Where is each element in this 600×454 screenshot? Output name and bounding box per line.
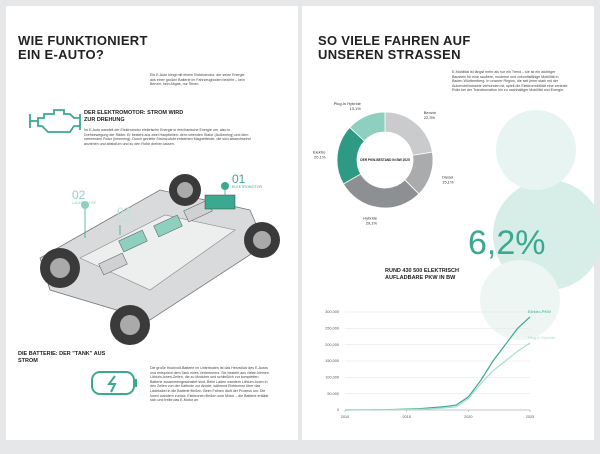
x-tick-label: 2015 [402, 415, 410, 419]
y-tick-label: 150,000 [325, 359, 339, 363]
battery-heading: DIE BATTERIE: DER "TANK" AUS STROM [18, 351, 106, 364]
label-number: 02 [72, 188, 86, 202]
label-text: ELEKTROMOTOR [232, 185, 263, 189]
donut-value: 22,3% [424, 115, 436, 120]
line-series [344, 342, 531, 411]
label-text: LADEBUCHSE [72, 201, 97, 205]
label-text: BATTERIE [117, 218, 135, 222]
x-tick-label: 2020 [464, 415, 472, 419]
intro: E-Mobilität ist längst mehr als nur ein … [452, 70, 568, 93]
donut-center: DER PKW-BESTAND IN BW 2025 [360, 158, 410, 162]
y-tick-label: 250,000 [325, 327, 339, 331]
big-number: 6,2% [468, 224, 546, 262]
donut-segment [349, 111, 386, 142]
line-chart: 0 50,000 100,000 150,000 200,000 250,000 300,0… [325, 309, 556, 419]
x-tick-label: 2025 [526, 415, 534, 419]
donut-label: Diesel [442, 174, 453, 179]
donut-label: Elektro [313, 149, 326, 154]
series-label: Plug-in Hybride [528, 335, 556, 340]
donut-value: 20,1% [314, 154, 326, 159]
donut-value: 29,1% [366, 220, 378, 225]
label-number: 03 [117, 205, 131, 219]
car-illustration [39, 174, 280, 345]
donut-label: Benzin [424, 110, 436, 115]
motor-text: Im E-Auto wandelt der Elektromotor elekt… [84, 128, 251, 146]
battery-text: Die große Hochvolt-Batterie im Unterbode… [150, 366, 269, 403]
motor-heading: DER ELEKTROMOTOR: STROM WIRD ZUR DREHUNG [84, 110, 184, 123]
engine-icon [29, 109, 81, 133]
y-tick-label: 0 [337, 408, 339, 412]
intro: Ein E-Auto klingt mit einem Elektromotor… [150, 73, 245, 87]
deco-circle [496, 110, 576, 190]
deco-circle [480, 260, 560, 340]
title: WIE FUNKTIONIERT EIN E-AUTO? [18, 33, 148, 62]
donut-label: Plug-in Hybride [334, 101, 362, 106]
y-tick-label: 300,000 [325, 310, 339, 314]
y-tick-label: 50,000 [327, 392, 339, 396]
label-number: 01 [232, 172, 246, 186]
y-tick-label: 100,000 [325, 376, 339, 380]
donut-label: Hybride [363, 215, 378, 220]
y-tick-label: 200,000 [325, 343, 339, 347]
big-caption: RUND 430 500 ELEKTRISCH AUFLADBARE PKW I… [385, 268, 459, 281]
series-label: Elektro-PKW [528, 309, 551, 314]
donut-value: 13,1% [350, 106, 362, 111]
battery-icon [91, 371, 137, 395]
donut-value: 15,1% [442, 179, 454, 184]
x-tick-label: 2010 [341, 415, 349, 419]
title: SO VIELE FAHREN AUF UNSEREN STRASSEN [318, 33, 471, 62]
